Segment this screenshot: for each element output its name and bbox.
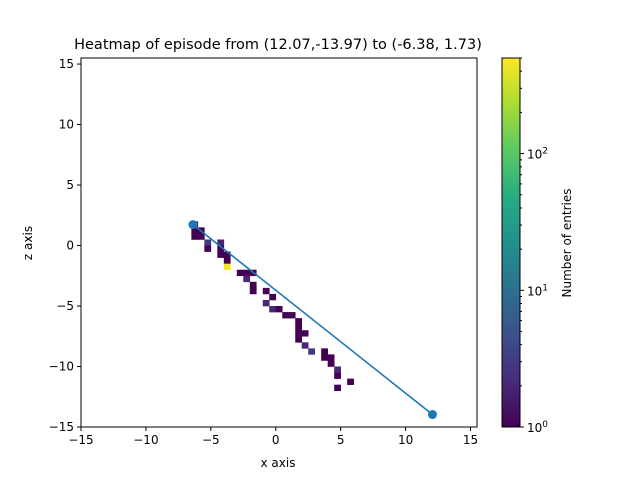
y-tick-label: −10 xyxy=(49,360,74,374)
plot-frame xyxy=(80,57,478,428)
end-point-marker xyxy=(188,220,198,230)
heatmap-cell xyxy=(236,269,244,277)
heatmap-cell xyxy=(295,318,303,325)
x-tick-label: 10 xyxy=(398,433,413,447)
colorbar-gradient xyxy=(502,58,520,427)
y-tick-label: −5 xyxy=(56,299,74,313)
colorbar-tick-label: 101 xyxy=(527,283,548,298)
x-tick-label: 15 xyxy=(463,433,478,447)
heatmap-cell xyxy=(197,233,205,240)
heatmap-cell xyxy=(334,372,341,379)
x-tick-label: −10 xyxy=(133,433,158,447)
chart-title: Heatmap of episode from (12.07,-13.97) t… xyxy=(74,37,482,53)
trajectory-line xyxy=(192,223,433,416)
x-tick-label: −5 xyxy=(202,433,220,447)
colorbar-tick-label: 100 xyxy=(527,420,548,435)
axes: −15 −10 −5 0 5 10 15 −15 −10 −5 0 5 10 15 xyxy=(49,57,478,447)
heatmap-cell xyxy=(301,342,309,349)
heatmap-cell xyxy=(204,245,212,252)
heatmap-cell xyxy=(249,281,257,289)
heatmap-cell xyxy=(204,239,212,246)
y-tick-label: 0 xyxy=(66,239,74,253)
heatmap-cells xyxy=(191,221,354,392)
heatmap-cell xyxy=(282,312,290,319)
heatmap-cell xyxy=(262,287,270,295)
trajectory-line-layer xyxy=(188,220,437,420)
heatmap-cell xyxy=(295,330,303,337)
colorbar-frame xyxy=(501,57,521,428)
heatmap-cell xyxy=(249,287,257,295)
x-tick-label: −15 xyxy=(68,433,93,447)
heatmap-cell xyxy=(262,299,270,307)
x-tick-label: 0 xyxy=(272,433,280,447)
heatmap-cell xyxy=(217,251,225,258)
heatmap-cell xyxy=(223,257,231,264)
x-axis-label: x axis xyxy=(261,456,296,470)
heatmap-cell xyxy=(217,239,225,246)
heatmap-cell xyxy=(301,330,309,337)
x-tick-label: 5 xyxy=(337,433,345,447)
heatmap-cell xyxy=(321,348,328,355)
colorbar: 100 101 102 xyxy=(501,57,548,435)
heatmap-cell xyxy=(347,378,354,385)
heatmap-cell xyxy=(295,324,303,331)
colorbar-tick-label: 102 xyxy=(527,147,548,162)
heatmap-cell xyxy=(269,306,277,313)
heatmap-cell xyxy=(217,245,225,252)
start-point-marker xyxy=(427,410,437,420)
heatmap-cell xyxy=(334,384,341,392)
y-tick-label: 15 xyxy=(59,57,74,71)
heatmap-cell xyxy=(334,366,341,373)
heatmap-cell xyxy=(327,360,335,367)
heatmap-cell xyxy=(275,306,283,313)
heatmap-cell xyxy=(243,269,251,277)
heatmap-cell xyxy=(223,251,231,258)
heatmap-cell xyxy=(223,263,231,271)
heatmap-cell xyxy=(243,275,251,283)
y-tick-label: 10 xyxy=(59,118,74,132)
y-tick-label: −15 xyxy=(49,420,74,434)
y-tick-label: 5 xyxy=(66,178,74,192)
heatmap-cell xyxy=(191,233,199,240)
heatmap-cell xyxy=(288,312,296,319)
heatmap-cell xyxy=(295,336,303,343)
y-axis-label: z axis xyxy=(21,226,35,260)
heatmap-cell xyxy=(321,354,328,361)
heatmap-cell xyxy=(308,348,316,355)
heatmap-cell xyxy=(191,227,199,234)
colorbar-label: Number of entries xyxy=(560,189,574,298)
heatmap-cell xyxy=(327,354,335,361)
heatmap-cell xyxy=(269,293,277,301)
